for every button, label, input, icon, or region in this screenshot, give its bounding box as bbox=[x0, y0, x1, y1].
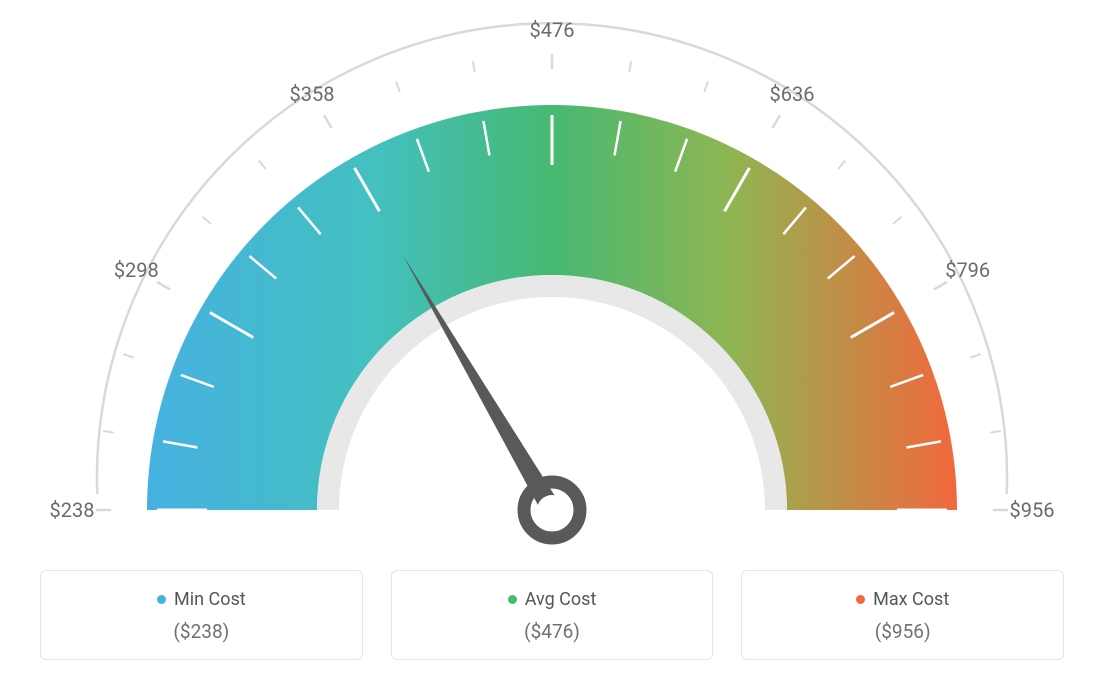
gauge-svg bbox=[0, 0, 1104, 560]
legend-value: ($476) bbox=[402, 620, 703, 643]
legend-value: ($238) bbox=[51, 620, 352, 643]
legend-row: Min Cost ($238) Avg Cost ($476) Max Cost… bbox=[40, 570, 1064, 660]
legend-card-min: Min Cost ($238) bbox=[40, 570, 363, 660]
cost-gauge-chart: $238 $298 $358 $476 $636 $796 $956 bbox=[0, 0, 1104, 560]
legend-title-max: Max Cost bbox=[856, 589, 949, 610]
legend-card-avg: Avg Cost ($476) bbox=[391, 570, 714, 660]
legend-label: Avg Cost bbox=[525, 589, 597, 610]
legend-card-max: Max Cost ($956) bbox=[741, 570, 1064, 660]
legend-value: ($956) bbox=[752, 620, 1053, 643]
gauge-tick-label: $956 bbox=[1010, 498, 1055, 522]
dot-icon bbox=[157, 595, 166, 604]
legend-title-avg: Avg Cost bbox=[508, 589, 597, 610]
gauge-tick-label: $358 bbox=[290, 82, 335, 106]
gauge-tick-label: $238 bbox=[50, 498, 95, 522]
dot-icon bbox=[508, 595, 517, 604]
gauge-tick-label: $796 bbox=[945, 258, 990, 282]
gauge-tick-label: $636 bbox=[770, 82, 815, 106]
legend-title-min: Min Cost bbox=[157, 589, 246, 610]
gauge-tick-label: $476 bbox=[530, 18, 575, 42]
gauge-tick-label: $298 bbox=[114, 258, 159, 282]
dot-icon bbox=[856, 595, 865, 604]
legend-label: Min Cost bbox=[174, 589, 246, 610]
legend-label: Max Cost bbox=[873, 589, 949, 610]
